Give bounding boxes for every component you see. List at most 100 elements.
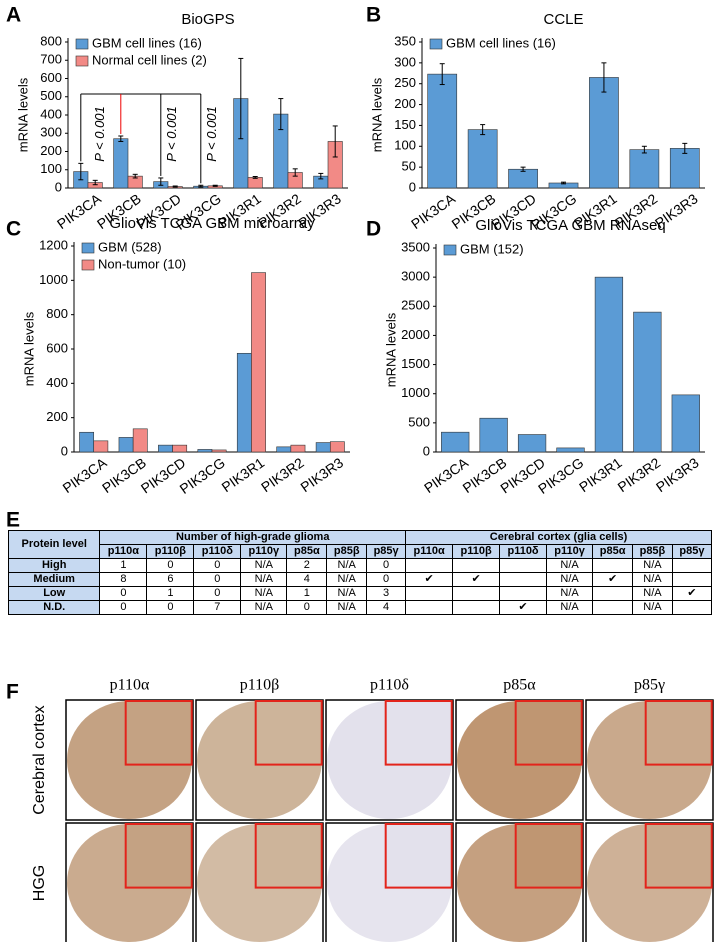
y-tick-label: 700 bbox=[40, 52, 62, 67]
table-cell: p110α bbox=[99, 544, 148, 559]
zoom-inset bbox=[644, 823, 713, 889]
error-bar bbox=[278, 98, 284, 131]
error-bar bbox=[92, 179, 98, 186]
table-cell: 0 bbox=[146, 600, 195, 615]
y-tick-label: 2000 bbox=[401, 327, 430, 342]
y-tick-label: 100 bbox=[40, 161, 62, 176]
x-tick-label: PIK3R3 bbox=[297, 454, 346, 495]
chart-title: GlioVis TCGA GBM microarray bbox=[109, 215, 315, 232]
x-tick-label: PIK3CA bbox=[408, 190, 459, 232]
table-cell: 0 bbox=[99, 600, 148, 615]
y-tick-label: 100 bbox=[394, 138, 416, 153]
y-tick-label: 1000 bbox=[401, 385, 430, 400]
bar bbox=[671, 394, 700, 453]
table-cell: p110β bbox=[146, 544, 195, 559]
table-cell: 0 bbox=[146, 558, 195, 573]
table-cell bbox=[499, 558, 547, 573]
bar bbox=[669, 148, 700, 189]
zoom-inset bbox=[254, 700, 323, 766]
chart-title: CCLE bbox=[543, 11, 583, 28]
zoom-inset bbox=[124, 700, 193, 766]
table-cell: 0 bbox=[193, 586, 242, 601]
y-tick-label: 0 bbox=[55, 179, 62, 194]
table-cell: p110γ bbox=[240, 544, 288, 559]
table-cell bbox=[592, 600, 634, 615]
y-tick-label: 800 bbox=[40, 33, 62, 48]
y-tick-label: 3000 bbox=[401, 269, 430, 284]
y-tick-label: 200 bbox=[394, 96, 416, 111]
bar bbox=[79, 431, 95, 453]
error-bar bbox=[252, 176, 258, 179]
bar bbox=[329, 441, 345, 453]
chart-title: BioGPS bbox=[181, 11, 234, 28]
bar bbox=[113, 138, 129, 189]
table-cell: 0 bbox=[193, 558, 242, 573]
table-cell: N/A bbox=[632, 572, 673, 587]
zoom-inset bbox=[514, 700, 583, 766]
x-tick-label: PIK3CA bbox=[54, 190, 105, 232]
legend-label: Normal cell lines (2) bbox=[92, 52, 207, 67]
error-bar bbox=[439, 63, 445, 86]
y-tick-label: 1200 bbox=[39, 237, 68, 252]
bar bbox=[517, 434, 547, 453]
row-label: Cerebral cortex bbox=[31, 705, 48, 814]
x-tick-label: PIK3R2 bbox=[615, 454, 664, 495]
legend-swatch bbox=[443, 244, 457, 256]
y-tick-label: 1500 bbox=[401, 356, 430, 371]
table-row: N.D. 0 0 7 N/A 0 N/A 4 ✔ N/A N/A bbox=[7, 600, 713, 615]
legend-label: Non-tumor (10) bbox=[98, 256, 186, 271]
panel-label: E bbox=[6, 509, 20, 532]
column-header: p85α bbox=[503, 677, 536, 694]
x-tick-label: PIK3R3 bbox=[653, 454, 702, 495]
error-bar bbox=[212, 184, 218, 187]
error-bar bbox=[132, 173, 138, 179]
error-bar bbox=[520, 166, 526, 172]
y-tick-label: 200 bbox=[40, 143, 62, 158]
bar bbox=[276, 446, 292, 453]
x-tick-label: PIK3R1 bbox=[219, 454, 268, 495]
table-cell: p85γ bbox=[366, 544, 407, 559]
table-cell: 3 bbox=[366, 586, 407, 601]
table-row: Medium 8 6 0 N/A 4 N/A 0 ✔ ✔ N/A ✔ N/A bbox=[7, 572, 713, 587]
table-cell: Medium bbox=[7, 572, 101, 587]
bar bbox=[93, 440, 109, 453]
table-cell bbox=[452, 586, 501, 601]
table-cell: 2 bbox=[286, 558, 328, 573]
table-cell: N/A bbox=[326, 586, 368, 601]
zoom-inset bbox=[254, 823, 323, 889]
bar bbox=[211, 449, 227, 453]
table-cell: Cerebral cortex (glia cells) bbox=[405, 530, 712, 545]
y-tick-label: 600 bbox=[40, 70, 62, 85]
bar bbox=[118, 437, 134, 453]
legend-swatch bbox=[81, 242, 95, 254]
zoom-inset bbox=[384, 700, 453, 766]
bar bbox=[589, 77, 619, 189]
legend-swatch bbox=[75, 38, 89, 50]
table-cell bbox=[671, 558, 713, 573]
table-cell bbox=[405, 600, 454, 615]
legend-label: GBM cell lines (16) bbox=[446, 35, 556, 50]
y-tick-label: 600 bbox=[46, 340, 68, 355]
error-bar bbox=[682, 142, 688, 154]
table-cell: 0 bbox=[99, 586, 148, 601]
expression-table: Protein level Number of high-grade glioma… bbox=[7, 530, 713, 615]
panel-label: D bbox=[366, 218, 381, 241]
table-cell: 1 bbox=[99, 558, 148, 573]
table-cell bbox=[405, 558, 454, 573]
table-cell: p85β bbox=[632, 544, 673, 559]
table-cell: 8 bbox=[99, 572, 148, 587]
table-cell: 1 bbox=[286, 586, 328, 601]
bar bbox=[315, 442, 331, 453]
y-tick-label: 150 bbox=[394, 117, 416, 132]
y-tick-label: 0 bbox=[61, 443, 68, 458]
error-bar bbox=[561, 181, 566, 185]
p-value: P < 0.001 bbox=[204, 106, 219, 162]
y-axis-label: mRNA levels bbox=[383, 312, 398, 387]
table-cell: 4 bbox=[286, 572, 328, 587]
table-cell: N/A bbox=[326, 558, 368, 573]
y-axis-label: mRNA levels bbox=[15, 77, 30, 152]
x-tick-label: PIK3R2 bbox=[258, 454, 307, 495]
table-cell: Low bbox=[7, 586, 101, 601]
zoom-inset bbox=[644, 700, 713, 766]
bar bbox=[467, 129, 498, 189]
